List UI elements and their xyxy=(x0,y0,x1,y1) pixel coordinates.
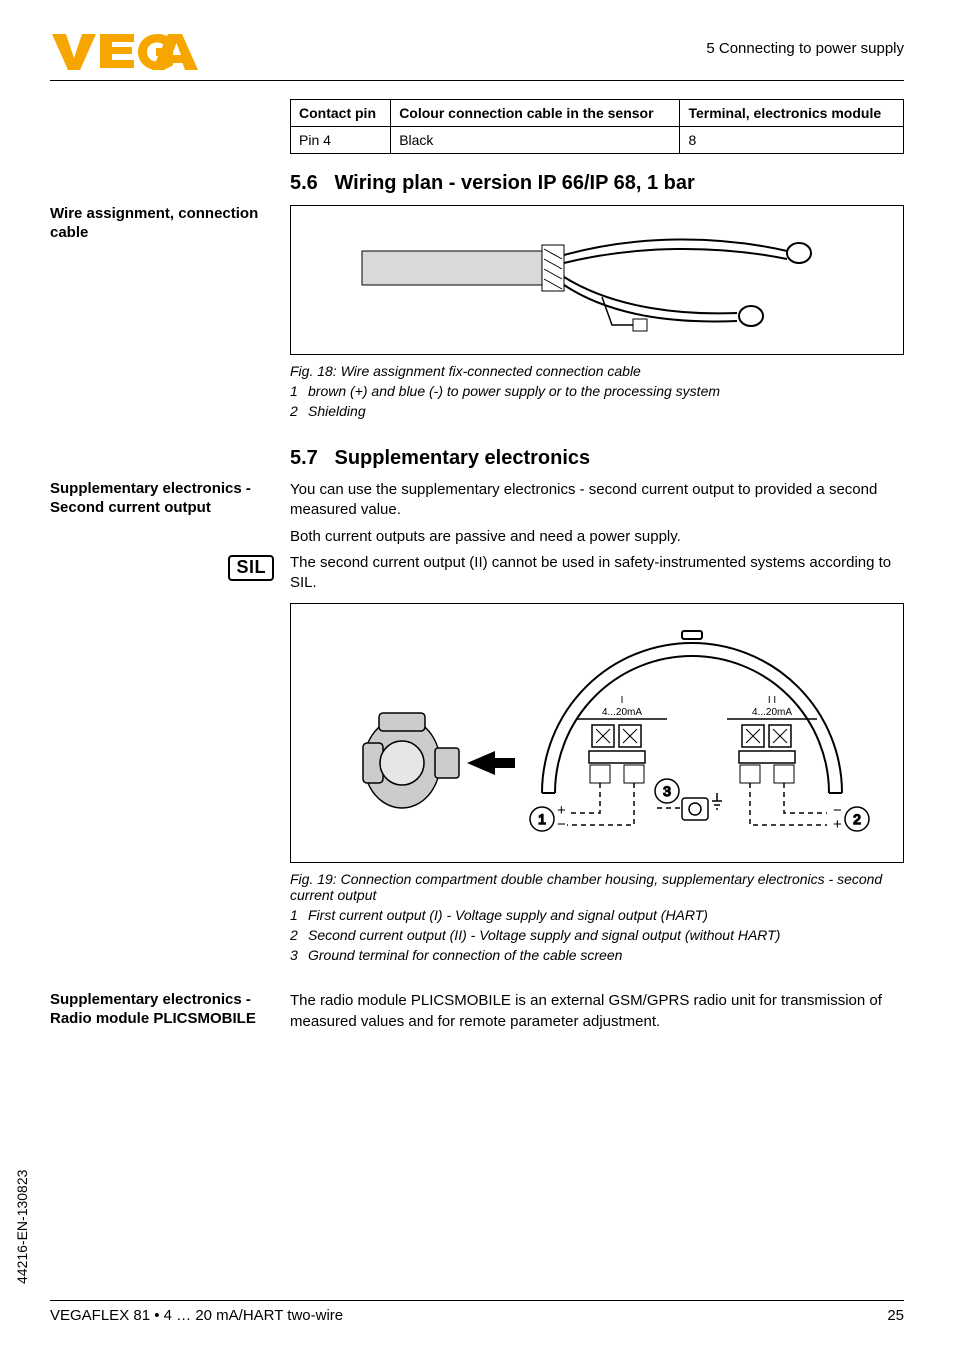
footer-left: VEGAFLEX 81 • 4 … 20 mA/HART two-wire xyxy=(50,1307,343,1324)
margin-supp-radio: Supplementary electronics - Radio module… xyxy=(50,991,280,1029)
th-contact-pin: Contact pin xyxy=(291,100,391,127)
body-p1: You can use the supplementary electronic… xyxy=(290,480,904,521)
fig19-legend-3: 3Ground terminal for connection of the c… xyxy=(290,947,904,963)
th-colour: Colour connection cable in the sensor xyxy=(391,100,680,127)
body-sil: The second current output (II) cannot be… xyxy=(290,553,904,594)
connection-compartment-diagram-icon: I I I 4...20mA 4...20mA xyxy=(317,613,877,853)
section-5-6-heading: 5.6 Wiring plan - version IP 66/IP 68, 1… xyxy=(290,172,904,195)
svg-text:I: I xyxy=(621,695,624,706)
fig19-legend-1: 1First current output (I) - Voltage supp… xyxy=(290,907,904,923)
svg-text:−: − xyxy=(833,802,842,819)
doc-id-vertical: 44216-EN-130823 xyxy=(14,1170,30,1284)
cable-diagram-icon xyxy=(337,215,857,345)
table-row: Pin 4 Black 8 xyxy=(291,127,904,154)
footer-rule xyxy=(50,1300,904,1301)
page-footer: VEGAFLEX 81 • 4 … 20 mA/HART two-wire 25 xyxy=(50,1300,904,1324)
fig18-legend-2: 2Shielding xyxy=(290,403,904,419)
section-5-7-heading: 5.7 Supplementary electronics xyxy=(290,447,904,470)
figure-18-box xyxy=(290,205,904,355)
page-header: 5 Connecting to power supply xyxy=(50,30,904,72)
svg-text:3: 3 xyxy=(663,783,671,799)
td-colour: Black xyxy=(391,127,680,154)
header-section-title: 5 Connecting to power supply xyxy=(706,30,904,57)
svg-text:4...20mA: 4...20mA xyxy=(602,707,642,718)
fig19-legend-2: 2Second current output (II) - Voltage su… xyxy=(290,927,904,943)
fig18-legend-1: 1brown (+) and blue (-) to power supply … xyxy=(290,383,904,399)
svg-text:−: − xyxy=(557,816,566,833)
footer-page-number: 25 xyxy=(887,1307,904,1324)
fig18-caption: Fig. 18: Wire assignment fix-connected c… xyxy=(290,363,904,379)
td-terminal: 8 xyxy=(680,127,904,154)
vega-logo xyxy=(50,30,200,72)
section-number: 5.6 xyxy=(290,172,318,194)
svg-text:1: 1 xyxy=(538,811,546,827)
svg-text:2: 2 xyxy=(853,811,861,827)
section-title: Wiring plan - version IP 66/IP 68, 1 bar xyxy=(334,172,694,194)
section-number: 5.7 xyxy=(290,447,318,469)
margin-wire-assignment: Wire assignment, connection cable xyxy=(50,205,280,243)
svg-text:4...20mA: 4...20mA xyxy=(752,707,792,718)
figure-19-box: I I I 4...20mA 4...20mA xyxy=(290,603,904,863)
contact-pin-table: Contact pin Colour connection cable in t… xyxy=(290,99,904,154)
sil-badge-icon: SIL xyxy=(228,555,274,581)
th-terminal: Terminal, electronics module xyxy=(680,100,904,127)
td-pin: Pin 4 xyxy=(291,127,391,154)
margin-supp-second: Supplementary electronics - Second curre… xyxy=(50,480,280,518)
body-radio: The radio module PLICSMOBILE is an exter… xyxy=(290,991,904,1032)
svg-text:I I: I I xyxy=(768,695,776,706)
header-rule xyxy=(50,80,904,81)
fig19-caption: Fig. 19: Connection compartment double c… xyxy=(290,871,904,903)
body-p2: Both current outputs are passive and nee… xyxy=(290,527,904,547)
section-title: Supplementary electronics xyxy=(334,447,590,469)
